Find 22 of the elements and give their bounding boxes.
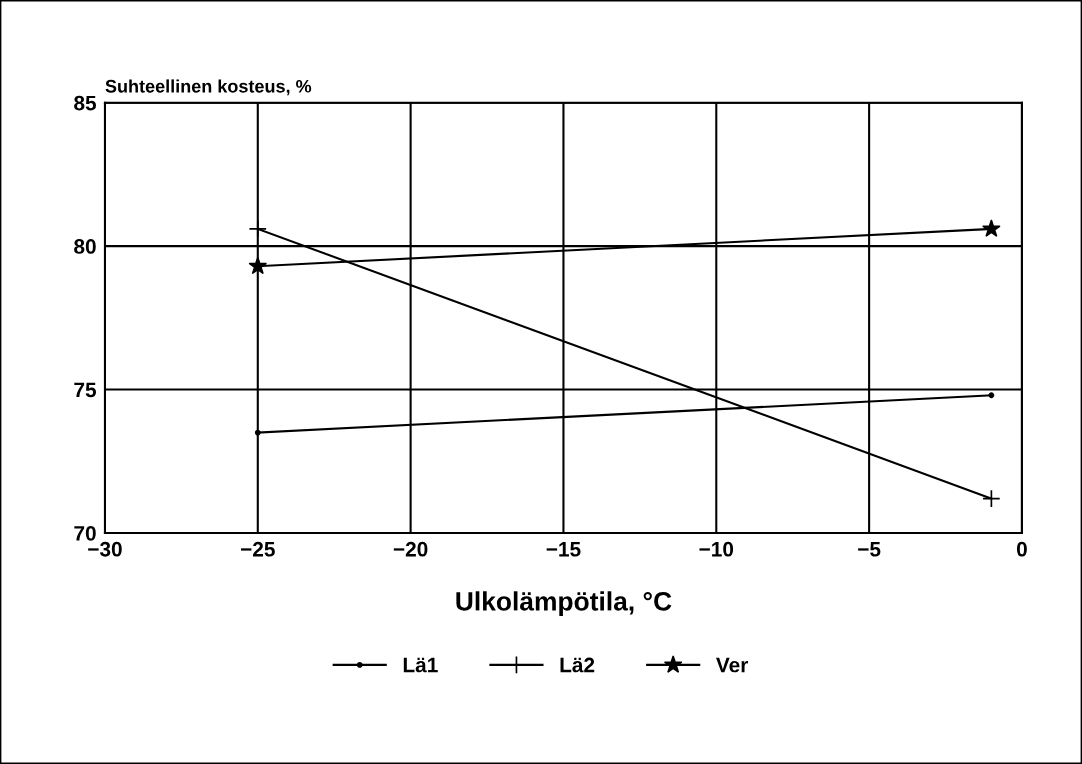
point	[248, 256, 268, 275]
legend-label: Lä1	[403, 657, 438, 673]
y-axis-title: Suhteellinen kosteus, %	[105, 79, 312, 96]
y-tick-label: 80	[74, 239, 96, 254]
y-tick-label: 85	[74, 95, 97, 111]
legend-label: Ver	[716, 657, 749, 673]
x-tick-label: −30	[88, 541, 122, 557]
point	[982, 219, 1001, 237]
x-tick-label: 0	[1016, 541, 1027, 557]
point	[254, 429, 261, 436]
point	[248, 219, 267, 239]
legend-label: Lä2	[560, 657, 595, 673]
x-tick-label: −10	[699, 541, 734, 557]
x-tick-label: −20	[393, 541, 428, 557]
y-tick-label: 70	[74, 525, 96, 541]
x-axis-title: Ulkolämpötila, °C	[456, 591, 672, 616]
y-tick-label: 75	[74, 382, 97, 398]
x-tick-label: −25	[240, 541, 275, 557]
point	[982, 489, 1001, 508]
x-tick-label: −5	[858, 542, 881, 557]
point	[988, 392, 995, 399]
x-tick-label: −15	[546, 542, 581, 557]
